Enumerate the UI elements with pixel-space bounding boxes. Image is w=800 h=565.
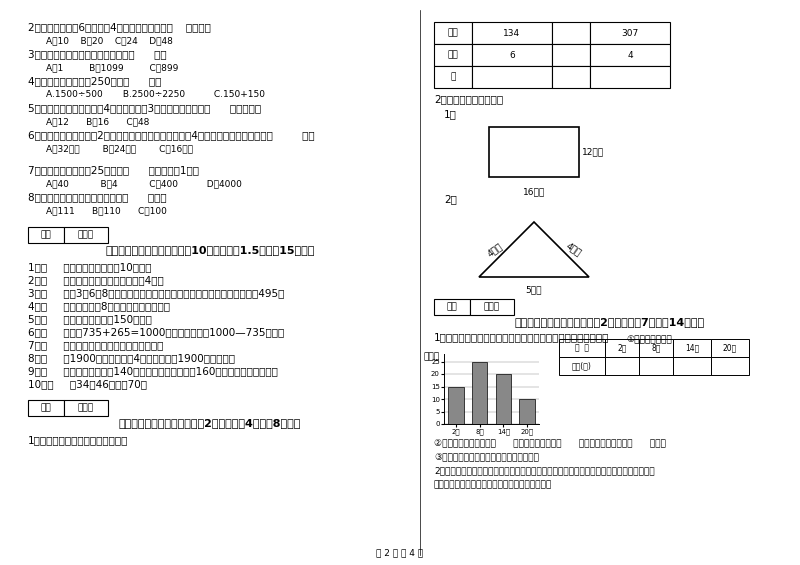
Text: 10．（     ）34与46的和是70。: 10．（ ）34与46的和是70。 <box>28 379 147 389</box>
Text: 16厘米: 16厘米 <box>523 187 545 196</box>
Bar <box>434 22 472 44</box>
Text: ①根据统计图填表: ①根据统计图填表 <box>626 335 672 344</box>
Text: 1．: 1． <box>444 109 457 119</box>
Text: 得分: 得分 <box>446 302 458 311</box>
Text: 气温(度): 气温(度) <box>572 362 592 371</box>
Bar <box>639 357 673 375</box>
Text: A．32厘米        B．24厘米        C．16厘米: A．32厘米 B．24厘米 C．16厘米 <box>46 144 193 153</box>
Bar <box>472 362 487 424</box>
Text: 时  间: 时 间 <box>575 344 589 353</box>
Text: 7．平均每个同学体重25千克，（      ）名同学重1吨。: 7．平均每个同学体重25千克，（ ）名同学重1吨。 <box>28 165 199 175</box>
Text: A.1500÷500       B.2500÷2250          C.150+150: A.1500÷500 B.2500÷2250 C.150+150 <box>46 90 265 99</box>
Text: 4分米: 4分米 <box>486 241 504 258</box>
Text: 14时: 14时 <box>685 344 699 353</box>
Bar <box>590 66 670 88</box>
Bar <box>64 227 108 243</box>
Text: 8时: 8时 <box>651 344 661 353</box>
Text: 9．（     ）一条河平均水深140厘米，一匹小马身高是160厘米，它肯定能趟过。: 9．（ ）一条河平均水深140厘米，一匹小马身高是160厘米，它肯定能趟过。 <box>28 366 278 376</box>
Text: 2时: 2时 <box>618 344 626 353</box>
Text: A．40           B．4           C．400          D．4000: A．40 B．4 C．400 D．4000 <box>46 179 242 188</box>
Bar <box>711 339 749 357</box>
Bar <box>590 44 670 66</box>
Bar <box>472 22 552 44</box>
Text: 3．（     ）用3、6、8这三个数字组成的最大三位数与最小三位数，它们相差495。: 3．（ ）用3、6、8这三个数字组成的最大三位数与最小三位数，它们相差495。 <box>28 288 284 298</box>
Text: 2．走进动物园大门，正北面是狮子山和熊猫馆，狮子山的东侧是飞禽馆，四侧是猴园，大象: 2．走进动物园大门，正北面是狮子山和熊猫馆，狮子山的东侧是飞禽馆，四侧是猴园，大… <box>434 466 654 475</box>
Bar <box>559 339 605 357</box>
Text: ②这一天的最高气温是（      ）度，最低气温是（      ）度，平均气温大约（      ）度。: ②这一天的最高气温是（ ）度，最低气温是（ ）度，平均气温大约（ ）度。 <box>434 438 666 447</box>
Text: 12厘米: 12厘米 <box>582 147 604 157</box>
Text: 4: 4 <box>627 50 633 59</box>
Bar <box>673 357 711 375</box>
Text: 4分米: 4分米 <box>564 241 582 258</box>
Text: 6．一个正方形的边长是2厘米，现在将边长扩大到原来的4倍，现在正方形的周长是（         ）。: 6．一个正方形的边长是2厘米，现在将边长扩大到原来的4倍，现在正方形的周长是（ … <box>28 130 314 140</box>
Text: 4．（     ）一个两位乘8，积一定也是两为数。: 4．（ ）一个两位乘8，积一定也是两为数。 <box>28 301 170 311</box>
Text: 馆和鱼馆的场地分别在动物园的东北角和西北角。: 馆和鱼馆的场地分别在动物园的东北角和西北角。 <box>434 480 552 489</box>
Text: 2．一个长方形长6厘米，宽4厘米，它的周长是（    ）厘米。: 2．一个长方形长6厘米，宽4厘米，它的周长是（ ）厘米。 <box>28 22 211 32</box>
Bar <box>519 399 534 424</box>
Text: 8．（     ）1900年的年份数是4的倍数，所以1900年是闰年。: 8．（ ）1900年的年份数是4的倍数，所以1900年是闰年。 <box>28 353 235 363</box>
Text: 20时: 20时 <box>723 344 737 353</box>
Text: A．10    B．20    C．24    D．48: A．10 B．20 C．24 D．48 <box>46 36 173 45</box>
Text: （度）: （度） <box>424 352 440 361</box>
Text: 2．求下面图形的周长。: 2．求下面图形的周长。 <box>434 94 503 104</box>
Bar <box>552 22 590 44</box>
Bar <box>711 357 749 375</box>
Text: 三、仔细推敲，正确判断（共10小题，每题1.5分，共15分）。: 三、仔细推敲，正确判断（共10小题，每题1.5分，共15分）。 <box>106 245 314 255</box>
Bar <box>605 357 639 375</box>
Text: 7．（     ）小明面对着东方时，背对着西方。: 7．（ ）小明面对着东方时，背对着西方。 <box>28 340 163 350</box>
Bar <box>434 44 472 66</box>
Text: A．1         B．1099         C．899: A．1 B．1099 C．899 <box>46 63 178 72</box>
Bar <box>472 66 552 88</box>
Text: 6．（     ）根据735+265=1000，可以直接写出1000—735的差。: 6．（ ）根据735+265=1000，可以直接写出1000—735的差。 <box>28 327 284 337</box>
Text: A．111      B．110      C．100: A．111 B．110 C．100 <box>46 206 167 215</box>
Text: 5．（     ）一本故事书约重150千克。: 5．（ ）一本故事书约重150千克。 <box>28 314 152 324</box>
Text: 1．把乘得的积填在下面的空格里。: 1．把乘得的积填在下面的空格里。 <box>28 435 128 445</box>
Bar <box>448 386 464 424</box>
Bar <box>470 299 514 315</box>
Text: 2．（     ）正方形的周长是它的边长的4倍。: 2．（ ）正方形的周长是它的边长的4倍。 <box>28 275 164 285</box>
Text: 积: 积 <box>450 72 456 81</box>
Bar <box>434 299 470 315</box>
Bar <box>605 339 639 357</box>
Bar <box>496 374 511 424</box>
Text: 1．（     ）小明家客厅面积是10公顷。: 1．（ ）小明家客厅面积是10公顷。 <box>28 262 151 272</box>
Bar <box>552 66 590 88</box>
Text: 307: 307 <box>622 28 638 37</box>
Bar <box>590 22 670 44</box>
Bar <box>28 227 64 243</box>
Text: 得分: 得分 <box>41 231 51 240</box>
Bar <box>489 127 579 177</box>
Text: 4．下面的结果刚好是250的是（      ）。: 4．下面的结果刚好是250的是（ ）。 <box>28 76 162 86</box>
Text: 1．下面是气温自测仪上记录的某天四个不同时间的气温情况：: 1．下面是气温自测仪上记录的某天四个不同时间的气温情况： <box>434 332 610 342</box>
Text: 四、看清题目，细心计算（共2小题，每题4分，共8分）。: 四、看清题目，细心计算（共2小题，每题4分，共8分）。 <box>119 418 301 428</box>
Bar <box>673 339 711 357</box>
Text: A．12      B．16      C．48: A．12 B．16 C．48 <box>46 117 150 126</box>
Text: 乘数: 乘数 <box>448 28 458 37</box>
Bar <box>64 400 108 416</box>
Bar <box>559 357 605 375</box>
Text: 3．最小三位数和最大三位数的和是（      ）。: 3．最小三位数和最大三位数的和是（ ）。 <box>28 49 166 59</box>
Text: 6: 6 <box>509 50 515 59</box>
Bar <box>434 66 472 88</box>
Polygon shape <box>479 222 589 277</box>
Text: 评卷人: 评卷人 <box>78 231 94 240</box>
Text: ③实际算一算，这天的平均气温是多少度？: ③实际算一算，这天的平均气温是多少度？ <box>434 452 539 461</box>
Text: 五、认真思考，综合能力（共2小题，每题7分，共14分）。: 五、认真思考，综合能力（共2小题，每题7分，共14分）。 <box>515 317 705 327</box>
Text: 得分: 得分 <box>41 403 51 412</box>
Text: 8．最大的三位数是最大一位数的（      ）倍。: 8．最大的三位数是最大一位数的（ ）倍。 <box>28 192 166 202</box>
Text: 乘数: 乘数 <box>448 50 458 59</box>
Text: 5分米: 5分米 <box>526 285 542 294</box>
Text: 2．: 2． <box>444 194 457 204</box>
Text: 5．一个长方形花坛的宽是4米，长是宽的3倍，花坛的面积是（      ）平方米。: 5．一个长方形花坛的宽是4米，长是宽的3倍，花坛的面积是（ ）平方米。 <box>28 103 261 113</box>
Text: 第 2 页 共 4 页: 第 2 页 共 4 页 <box>377 548 423 557</box>
Bar <box>552 44 590 66</box>
Bar <box>28 400 64 416</box>
Text: 134: 134 <box>503 28 521 37</box>
Bar <box>472 44 552 66</box>
Bar <box>639 339 673 357</box>
Text: 评卷人: 评卷人 <box>78 403 94 412</box>
Text: 评卷人: 评卷人 <box>484 302 500 311</box>
